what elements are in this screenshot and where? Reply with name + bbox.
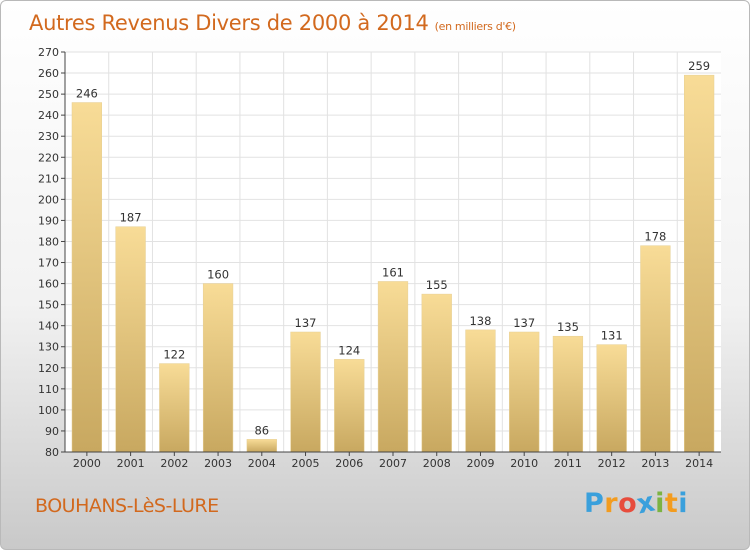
data-label-2012: 131 [601,329,623,343]
logo-letter: r [604,488,619,519]
x-tick-label-2013: 2013 [641,457,669,470]
y-tick-label: 210 [38,172,59,185]
x-tick-label-2011: 2011 [554,457,582,470]
data-label-2007: 161 [382,265,404,279]
x-tick-label-2003: 2003 [204,457,232,470]
data-label-2005: 137 [295,316,317,330]
x-tick-label-2012: 2012 [598,457,626,470]
logo-letter: o [618,488,638,519]
y-tick-label: 270 [38,46,59,59]
bar-2005 [290,331,321,453]
data-label-2008: 155 [426,278,448,292]
bar-2004 [246,439,277,453]
y-tick-label: 120 [38,362,59,375]
y-tick-label: 200 [38,193,59,206]
y-tick-label: 250 [38,88,59,101]
bar-2006 [334,359,365,453]
data-label-2006: 124 [338,343,360,357]
bars [71,74,715,453]
y-tick-label: 180 [38,235,59,248]
data-label-2009: 138 [469,314,491,328]
data-label-2013: 178 [644,230,666,244]
data-label-2014: 259 [688,59,710,73]
bar-2012 [596,344,627,453]
x-tick-label-2000: 2000 [73,457,101,470]
x-tick-label-2001: 2001 [117,457,145,470]
x-tick-label-2004: 2004 [248,457,276,470]
y-tick-label: 240 [38,109,59,122]
x-tick-label-2005: 2005 [292,457,320,470]
data-label-2004: 86 [254,423,269,437]
y-tick-label: 150 [38,299,59,312]
x-tick-label-2002: 2002 [160,457,188,470]
logo-letter: P [584,488,605,519]
bar-2001 [115,226,146,453]
bar-2007 [377,281,409,453]
y-tick-label: 110 [38,383,59,396]
bar-2003 [202,283,234,453]
y-tick-label: 190 [38,214,59,227]
bar-2010 [509,331,540,453]
chart-title-unit: (en milliers d'€) [434,20,516,33]
y-tick-label: 170 [38,257,59,270]
logo-letter: i [678,488,689,519]
data-label-2011: 135 [557,320,579,334]
y-tick-label: 130 [38,341,59,354]
data-label-2010: 137 [513,316,535,330]
bar-2009 [465,329,496,453]
x-tick-label-2007: 2007 [379,457,407,470]
y-tick-label: 260 [38,67,59,80]
y-tick-label: 220 [38,151,59,164]
y-tick-label: 160 [38,278,59,291]
y-tick-label: 140 [38,320,59,333]
bar-2014 [684,74,715,453]
bar-2000 [71,102,102,453]
bar-2011 [552,335,584,453]
chart-title: Autres Revenus Divers de 2000 à 2014 (en … [29,11,516,35]
x-tick-label-2014: 2014 [685,457,713,470]
y-tick-label: 230 [38,130,59,143]
bar-2013 [640,245,671,453]
bar-2002 [159,363,190,453]
bar-2008 [421,293,452,453]
axes [61,51,721,456]
logo-letter: t [664,488,679,519]
proxiti-logo: Proxiti [584,486,689,520]
data-label-2000: 246 [76,87,98,101]
chart-title-main: Autres Revenus Divers de 2000 à 2014 [29,11,429,35]
commune-name: BOUHANS-LèS-LURE [35,495,219,517]
data-label-2001: 187 [120,211,142,225]
x-tick-label-2006: 2006 [335,457,363,470]
x-tick-label-2010: 2010 [510,457,538,470]
labels: 80 90 100 110 120 130 140 150 160 170 180 190 200 210… [38,46,713,470]
y-tick-label: 100 [38,404,59,417]
data-label-2003: 160 [207,268,229,282]
data-label-2002: 122 [163,348,185,362]
x-tick-label-2009: 2009 [466,457,494,470]
logo-letter: i [655,488,665,519]
x-tick-label-2008: 2008 [423,457,451,470]
y-tick-label: 80 [45,446,59,459]
y-tick-label: 90 [45,425,59,438]
